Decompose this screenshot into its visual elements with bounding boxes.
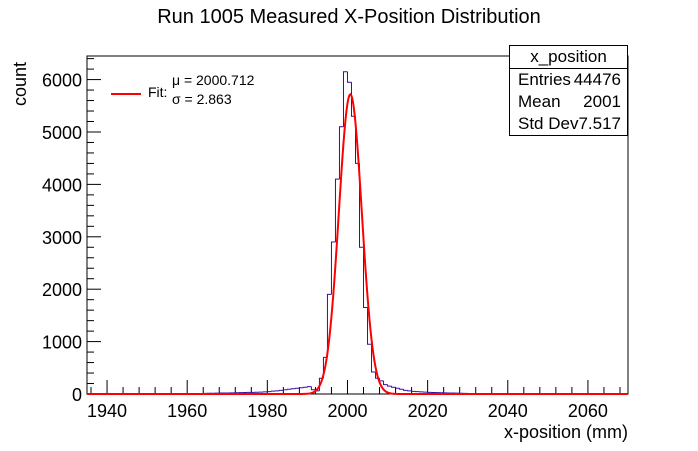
fit-legend: Fit: μ = 2000.712 σ = 2.863 (108, 72, 268, 112)
histogram-bin (286, 388, 292, 390)
histogram-bin (391, 386, 396, 388)
y-tick-label: 4000 (42, 175, 82, 195)
x-tick-label: 2000 (327, 401, 367, 421)
x-axis-ticks: 1940 1960 1980 2000 2020 2040 2060 (87, 380, 621, 421)
histogram-bin (399, 388, 404, 390)
histogram-bin (278, 389, 284, 391)
histogram-bin (310, 386, 316, 391)
stats-row-mean: Mean 2001 (510, 91, 627, 113)
y-tick-label: 1000 (42, 333, 82, 353)
histogram-bin (298, 387, 304, 389)
y-tick-label: 0 (72, 385, 82, 405)
histogram-bin (371, 344, 376, 373)
histogram-bin (367, 307, 372, 345)
fit-curve-group (87, 92, 628, 395)
histogram-bin (282, 389, 288, 391)
chart-title: Run 1005 Measured X-Position Distributio… (157, 6, 541, 28)
stats-value: 44476 (573, 70, 621, 89)
fit-curve (87, 92, 628, 395)
histogram-bin (379, 378, 384, 382)
histogram-bin (290, 388, 296, 390)
histogram-bin (334, 178, 340, 243)
x-tick-label: 1960 (167, 401, 207, 421)
histogram-bin (338, 126, 344, 180)
histogram-bin (306, 386, 312, 388)
histogram-bin (411, 390, 416, 392)
stats-value: 7.517 (578, 114, 621, 133)
histogram-bin (294, 387, 300, 389)
histogram-bin (395, 387, 400, 389)
stats-box-title: x_position (510, 46, 627, 69)
histogram-bin (342, 71, 348, 127)
histogram-bin (363, 247, 368, 309)
x-tick-label: 2020 (408, 401, 448, 421)
histogram-bin (387, 384, 392, 387)
histogram-bin (383, 380, 388, 386)
stats-key: Std Dev (518, 114, 579, 133)
y-tick-label: 5000 (42, 123, 82, 143)
histogram-bin (302, 386, 308, 388)
stats-row-stddev: Std Dev 7.517 (510, 113, 627, 135)
y-tick-label: 6000 (42, 71, 82, 91)
stats-key: Mean (518, 92, 561, 111)
x-tick-label: 1980 (247, 401, 287, 421)
legend-fit-label: Fit: (148, 84, 168, 100)
y-tick-label: 3000 (42, 228, 82, 248)
stats-value: 2001 (583, 92, 621, 111)
legend-fit-line (111, 93, 141, 95)
legend-sigma: σ = 2.863 (172, 91, 232, 107)
plot-frame (86, 55, 629, 395)
x-axis-label: x-position (mm) (504, 422, 628, 442)
x-tick-label: 2060 (568, 401, 608, 421)
histogram-bin (330, 241, 336, 295)
stats-key: Entries (518, 70, 571, 89)
histogram-bin (403, 389, 408, 391)
y-axis-label: count (10, 62, 30, 106)
x-tick-label: 1940 (87, 401, 127, 421)
histogram-bin (407, 390, 412, 392)
stats-row-entries: Entries 44476 (510, 69, 627, 91)
histogram-bin (270, 390, 276, 392)
stats-box: x_position Entries 44476 Mean 2001 Std D… (509, 45, 628, 136)
legend-mu: μ = 2000.712 (172, 72, 255, 88)
y-axis-ticks: 0 1000 2000 3000 4000 5000 6000 (42, 58, 101, 405)
x-tick-label: 2040 (488, 401, 528, 421)
histogram-bin (326, 293, 332, 358)
histogram-bin (346, 71, 352, 83)
y-tick-label: 2000 (42, 280, 82, 300)
